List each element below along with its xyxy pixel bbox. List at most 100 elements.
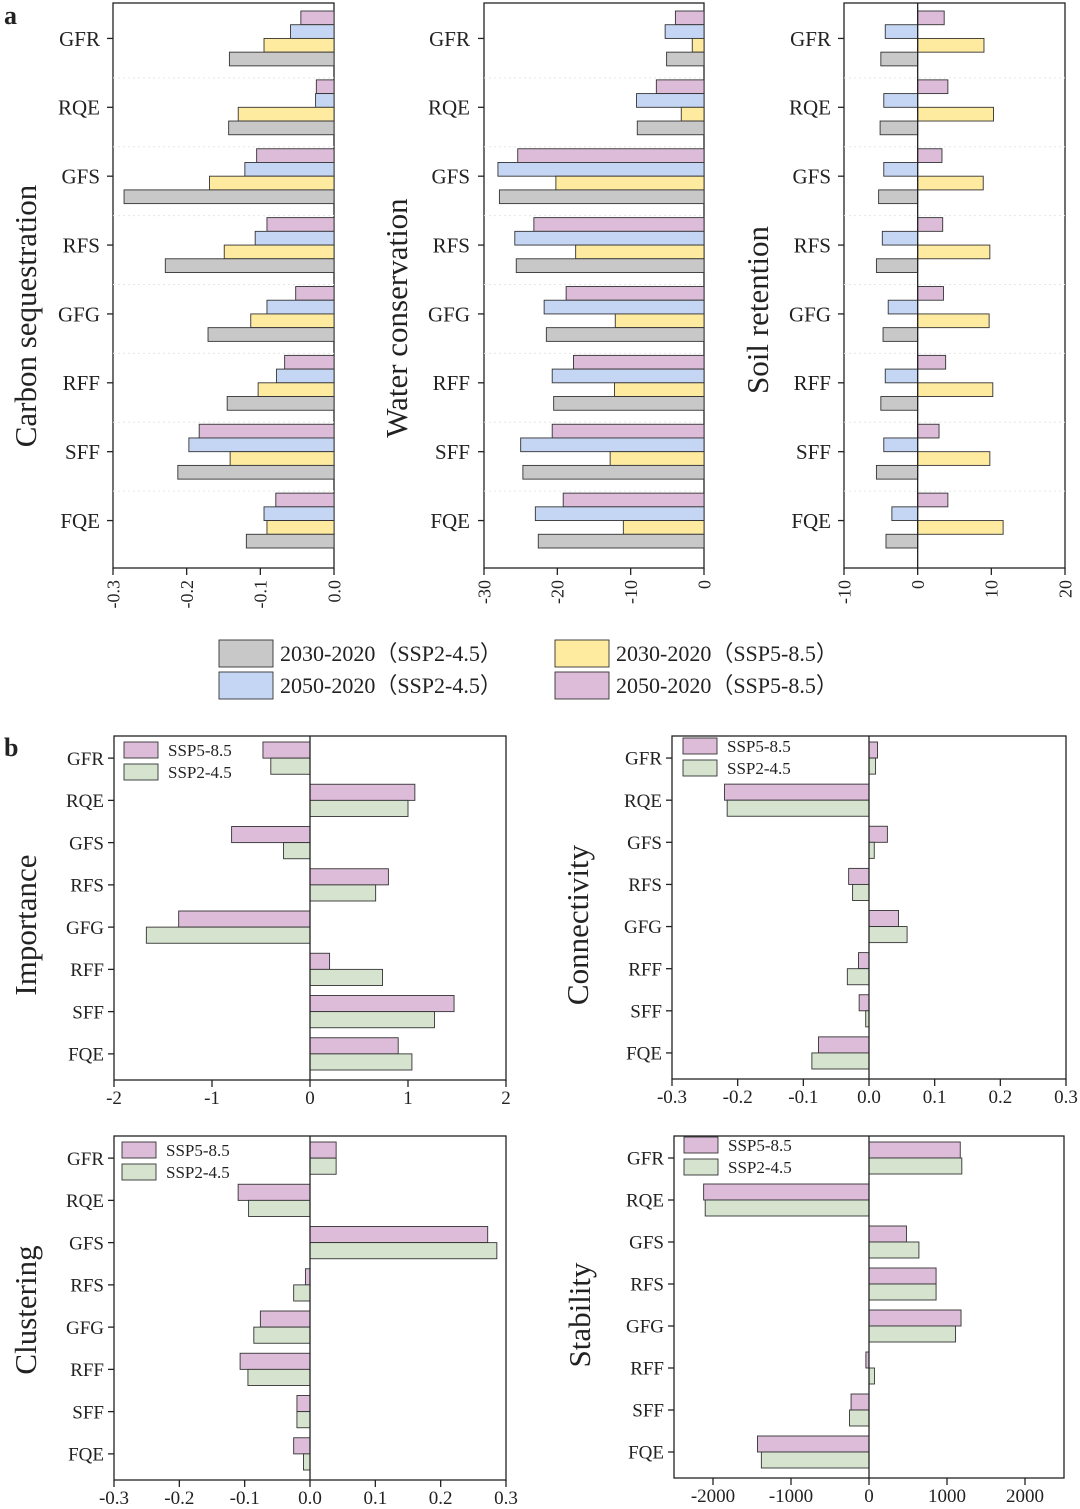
bar-fqe-ssp2-4-5 <box>309 1053 413 1071</box>
bar-rff-2030-2020-ssp2-4-5 <box>880 396 919 411</box>
bar-sff-2050-2020-ssp2-4-5 <box>188 437 335 453</box>
bar-gfg-2030-2020-ssp2-4-5 <box>545 327 705 342</box>
bar-sff-ssp2-4-5 <box>309 1011 435 1029</box>
bar-fqe-2030-2020-ssp2-4-5 <box>537 533 705 549</box>
category-label: FQE <box>60 509 100 533</box>
y-axis-title: Connectivity <box>560 844 595 1005</box>
category-label: GFR <box>627 1149 664 1170</box>
bar-gfr-2030-2020-ssp2-4-5 <box>666 51 705 67</box>
category-label: GFG <box>66 1318 104 1339</box>
bar-gfr-2030-2020-ssp5-8-5 <box>263 37 335 53</box>
bar-sff-2050-2020-ssp2-4-5 <box>883 437 919 453</box>
category-label: GFS <box>69 833 104 854</box>
category-label: RFF <box>433 371 470 395</box>
bar-gfs-2050-2020-ssp2-4-5 <box>497 162 705 177</box>
bar-rqe-ssp2-4-5 <box>704 1199 870 1217</box>
bar-rff-2050-2020-ssp5-8-5 <box>573 354 705 370</box>
bar-gfs-2050-2020-ssp5-8-5 <box>917 148 943 163</box>
bar-rfs-2050-2020-ssp2-4-5 <box>254 230 335 246</box>
category-label: FQE <box>68 1445 104 1466</box>
x-tick-label: -0.2 <box>723 1087 753 1108</box>
x-tick-label: 0.0 <box>324 580 344 603</box>
legend-swatch-1 <box>554 639 610 668</box>
x-tick-label: 1000 <box>928 1486 966 1507</box>
bar-fqe-ssp5-8-5 <box>309 1037 399 1055</box>
category-label: RFS <box>433 233 470 257</box>
bar-gfr-ssp5-8-5 <box>262 741 311 759</box>
legend-label-ssp5-8-5: SSP5-8.5 <box>727 737 791 756</box>
x-tick-label: -10 <box>621 580 641 604</box>
chart-connectivity: GFR RQE GFS RFS GFG RFF SFF FQE -0.3 -0.2 -0.1 0.0 0… <box>560 735 1078 1108</box>
legend-label-ssp2-4-5: SSP2-4.5 <box>727 759 791 778</box>
bar-rff-2030-2020-ssp2-4-5 <box>553 396 705 411</box>
x-tick-label: -0.3 <box>657 1087 687 1108</box>
x-tick-label: -1 <box>204 1088 220 1109</box>
y-axis-title: Clustering <box>8 1245 43 1374</box>
bar-gfr-2030-2020-ssp5-8-5 <box>691 37 705 53</box>
bar-gfs-2050-2020-ssp5-8-5 <box>517 148 705 163</box>
bar-rff-2030-2020-ssp2-4-5 <box>226 396 335 411</box>
bar-rff-ssp2-4-5 <box>247 1368 311 1386</box>
chart-water-conservation: GFR RQE GFS RFS GFG RFF SFF FQE -30 -20 -10 0 Water … <box>379 2 714 604</box>
bar-gfr-2050-2020-ssp5-8-5 <box>300 10 335 26</box>
legend-label-ssp5-8-5: SSP5-8.5 <box>168 741 232 760</box>
category-label: RQE <box>66 1191 104 1212</box>
bar-sff-2030-2020-ssp5-8-5 <box>229 451 335 466</box>
bar-fqe-2050-2020-ssp2-4-5 <box>263 506 335 522</box>
category-label: RFF <box>63 371 100 395</box>
legend-label-1: 2030-2020（SSP5-8.5） <box>616 641 838 666</box>
category-label: RQE <box>624 791 662 812</box>
category-label: GFG <box>66 918 104 939</box>
x-tick-label: 20 <box>1055 580 1075 598</box>
bar-gfr-2050-2020-ssp2-4-5 <box>884 24 919 39</box>
bar-sff-2050-2020-ssp5-8-5 <box>917 423 940 439</box>
bar-rfs-2030-2020-ssp5-8-5 <box>917 244 991 260</box>
category-label: GFR <box>59 27 100 51</box>
bar-rqe-2050-2020-ssp2-4-5 <box>883 93 919 108</box>
bar-fqe-ssp5-8-5 <box>757 1435 870 1453</box>
bar-rqe-2050-2020-ssp5-8-5 <box>315 79 335 95</box>
category-label: GFG <box>58 302 100 326</box>
bar-fqe-2030-2020-ssp5-8-5 <box>266 520 335 535</box>
chart-stability: GFR RQE GFS RFS GFG RFF SFF FQE -2000 -1000 0 1000 2… <box>562 1135 1065 1507</box>
category-label: FQE <box>628 1443 664 1464</box>
category-label: GFG <box>428 302 470 326</box>
plot-frame <box>843 2 1066 569</box>
bar-gfg-2050-2020-ssp5-8-5 <box>565 286 705 301</box>
bar-rfs-2050-2020-ssp5-8-5 <box>917 217 944 232</box>
category-label: RFS <box>628 875 662 896</box>
legend-swatch-ssp2-4-5 <box>682 759 718 777</box>
x-tick-label: 0.3 <box>494 1488 518 1509</box>
y-axis-title: Importance <box>8 854 43 995</box>
bar-rff-2050-2020-ssp2-4-5 <box>884 368 919 384</box>
bar-gfr-2030-2020-ssp2-4-5 <box>228 51 335 67</box>
bar-rqe-ssp2-4-5 <box>726 799 870 817</box>
bar-gfs-2050-2020-ssp2-4-5 <box>244 162 335 177</box>
legend-swatch-ssp5-8-5 <box>683 1136 719 1154</box>
x-tick-label: -30 <box>474 580 494 604</box>
legend-label-ssp2-4-5: SSP2-4.5 <box>168 763 232 782</box>
x-tick-label: -2000 <box>691 1486 735 1507</box>
x-tick-label: -2 <box>106 1088 122 1109</box>
x-tick-label: 2000 <box>1006 1486 1044 1507</box>
bar-gfr-2050-2020-ssp5-8-5 <box>674 10 705 26</box>
bar-sff-2030-2020-ssp5-8-5 <box>609 451 705 466</box>
chart-clustering: GFR RQE GFS RFS GFG RFF SFF FQE -0.3 -0.2 -0.1 0.0 0… <box>8 1135 518 1509</box>
category-label: GFS <box>431 165 470 189</box>
bar-sff-2050-2020-ssp5-8-5 <box>198 423 335 439</box>
category-label: RQE <box>58 96 100 120</box>
bar-sff-ssp2-4-5 <box>849 1409 870 1427</box>
y-axis-title: Stability <box>562 1262 597 1368</box>
bar-gfg-ssp2-4-5 <box>868 1325 957 1343</box>
bar-fqe-2050-2020-ssp2-4-5 <box>891 506 919 522</box>
bar-rqe-2030-2020-ssp5-8-5 <box>917 106 994 122</box>
bar-fqe-ssp5-8-5 <box>293 1437 311 1455</box>
bar-rqe-2030-2020-ssp2-4-5 <box>879 120 919 136</box>
bar-gfs-2030-2020-ssp5-8-5 <box>209 175 335 191</box>
x-tick-label: 0.3 <box>1054 1087 1078 1108</box>
bar-rfs-2030-2020-ssp2-4-5 <box>164 258 335 273</box>
bar-rfs-2050-2020-ssp2-4-5 <box>514 230 705 246</box>
bar-rqe-2030-2020-ssp5-8-5 <box>237 106 335 122</box>
bar-gfg-2050-2020-ssp5-8-5 <box>295 286 335 301</box>
bar-gfr-ssp5-8-5 <box>868 1141 961 1159</box>
